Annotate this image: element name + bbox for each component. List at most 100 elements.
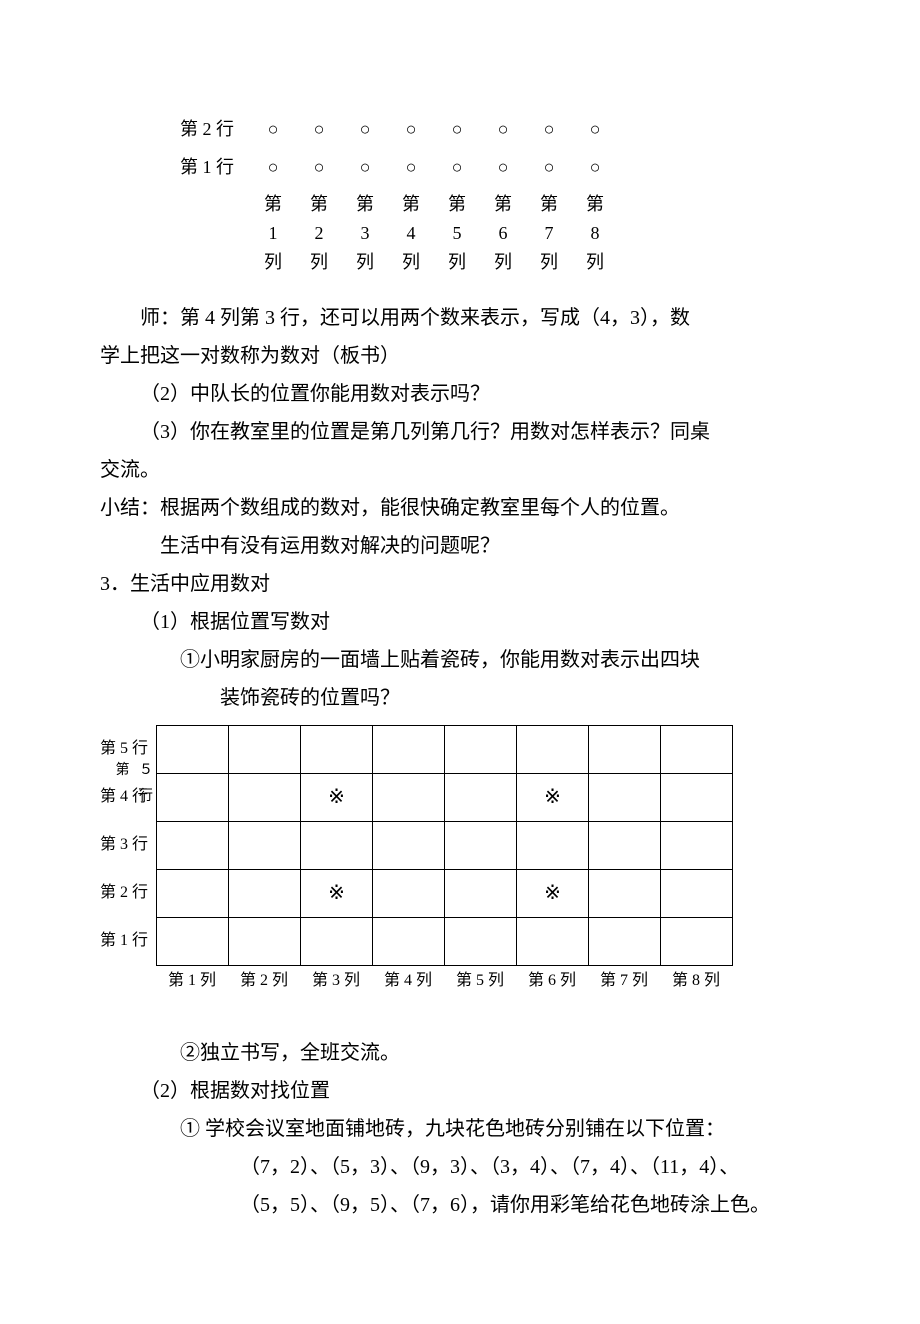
tile-col-label: 第 5 列 bbox=[444, 966, 516, 996]
tile-col-label: 第 8 列 bbox=[660, 966, 732, 996]
section-3-2: （2）根据数对找位置 bbox=[100, 1072, 820, 1110]
tile-cell bbox=[301, 821, 373, 869]
tile-cell: ※ bbox=[301, 773, 373, 821]
tile-cell bbox=[589, 917, 661, 965]
section-3-2-1a: ① 学校会议室地面铺地砖，九块花色地砖分别铺在以下位置： bbox=[100, 1110, 820, 1148]
circle-cell: ○ bbox=[572, 148, 618, 186]
tile-col-label: 第 4 列 bbox=[372, 966, 444, 996]
tile-cell bbox=[373, 917, 445, 965]
tile-cell bbox=[517, 821, 589, 869]
section-3-1: （1）根据位置写数对 bbox=[100, 603, 820, 641]
tile-cell bbox=[661, 821, 733, 869]
circle-col-label: 第4列 bbox=[388, 186, 434, 278]
summary-line-2: 生活中有没有运用数对解决的问题呢？ bbox=[100, 527, 820, 565]
circle-cell: ○ bbox=[342, 148, 388, 186]
tile-cell bbox=[157, 773, 229, 821]
tile-cell bbox=[517, 917, 589, 965]
circle-cell: ○ bbox=[526, 148, 572, 186]
tile-cell: ※ bbox=[517, 773, 589, 821]
tile-col-label: 第 6 列 bbox=[516, 966, 588, 996]
tile-cell bbox=[229, 725, 301, 773]
circle-cell: ○ bbox=[526, 110, 572, 148]
question-3-line-2: 交流。 bbox=[100, 451, 820, 489]
tile-row-label: 第 3 行 bbox=[100, 830, 148, 860]
tile-cell bbox=[157, 869, 229, 917]
tile-cell bbox=[301, 917, 373, 965]
circle-col-label: 第2列 bbox=[296, 186, 342, 278]
tile-cell bbox=[661, 869, 733, 917]
tile-cell bbox=[445, 869, 517, 917]
tile-cell bbox=[661, 773, 733, 821]
circle-cell: ○ bbox=[434, 148, 480, 186]
circle-col-label: 第6列 bbox=[480, 186, 526, 278]
tile-col-label: 第 2 列 bbox=[228, 966, 300, 996]
circle-cell: ○ bbox=[388, 148, 434, 186]
section-3-2-1c: （5，5）、（9，5）、（7，6），请你用彩笔给花色地砖涂上色。 bbox=[100, 1186, 820, 1224]
circle-cell: ○ bbox=[480, 148, 526, 186]
circle-row-label: 第 1 行 bbox=[180, 148, 250, 186]
tile-cell bbox=[661, 917, 733, 965]
tile-cell bbox=[157, 917, 229, 965]
section-3-title: 3．生活中应用数对 bbox=[100, 565, 820, 603]
circle-cell: ○ bbox=[250, 148, 296, 186]
tile-cell: ※ bbox=[301, 869, 373, 917]
tile-cell bbox=[229, 869, 301, 917]
tile-cell bbox=[661, 725, 733, 773]
teacher-line-2: 学上把这一对数称为数对（板书） bbox=[100, 337, 820, 375]
circle-col-label: 第5列 bbox=[434, 186, 480, 278]
circle-col-label: 第7列 bbox=[526, 186, 572, 278]
circle-cell: ○ bbox=[296, 148, 342, 186]
circle-grid: 第 2 行○○○○○○○○第 1 行○○○○○○○○第1列第2列第3列第4列第5… bbox=[180, 110, 618, 279]
tile-cell bbox=[157, 821, 229, 869]
tile-cell bbox=[229, 917, 301, 965]
tile-cell bbox=[445, 917, 517, 965]
tile-col-label: 第 1 列 bbox=[156, 966, 228, 996]
tile-cell bbox=[445, 725, 517, 773]
circle-row-label: 第 2 行 bbox=[180, 110, 250, 148]
tile-grid: ※ ※ ※ ※ bbox=[156, 725, 733, 966]
tile-cell bbox=[373, 869, 445, 917]
tile-row-label: 第 2 行 bbox=[100, 878, 148, 908]
circle-col-label: 第8列 bbox=[572, 186, 618, 278]
tile-col-labels: 第 1 列第 2 列第 3 列第 4 列第 5 列第 6 列第 7 列第 8 列 bbox=[156, 966, 733, 996]
circle-col-label: 第1列 bbox=[250, 186, 296, 278]
tile-grid-body: ※ ※ ※ ※ bbox=[157, 725, 733, 965]
section-3-1-1b: 装饰瓷砖的位置吗？ bbox=[100, 679, 820, 717]
tile-cell bbox=[373, 821, 445, 869]
question-2: （2）中队长的位置你能用数对表示吗？ bbox=[100, 375, 820, 413]
tile-row-label-ghost: 第 ５ 行 bbox=[100, 758, 156, 811]
tile-cell bbox=[229, 773, 301, 821]
circle-cell: ○ bbox=[296, 110, 342, 148]
tile-cell bbox=[589, 725, 661, 773]
circle-cell: ○ bbox=[572, 110, 618, 148]
tile-cell bbox=[373, 773, 445, 821]
teacher-line-1: 师：第 4 列第 3 行，还可以用两个数来表示，写成（4，3），数 bbox=[100, 299, 820, 337]
tile-col-label: 第 3 列 bbox=[300, 966, 372, 996]
tile-cell bbox=[301, 725, 373, 773]
tile-cell: ※ bbox=[517, 869, 589, 917]
section-3-2-1b: （7，2）、（5，3）、（9，3）、（3，4）、（7，4）、（11，4）、 bbox=[100, 1148, 820, 1186]
tile-cell bbox=[589, 821, 661, 869]
circle-col-label: 第3列 bbox=[342, 186, 388, 278]
tile-cell bbox=[589, 869, 661, 917]
circle-cell: ○ bbox=[250, 110, 296, 148]
section-3-1-1a: ①小明家厨房的一面墙上贴着瓷砖，你能用数对表示出四块 bbox=[100, 641, 820, 679]
tile-cell bbox=[445, 821, 517, 869]
circle-cell: ○ bbox=[434, 110, 480, 148]
tile-cell bbox=[373, 725, 445, 773]
tile-cell bbox=[517, 725, 589, 773]
tile-cell bbox=[445, 773, 517, 821]
question-3-line-1: （3）你在教室里的位置是第几列第几行？用数对怎样表示？同桌 bbox=[100, 413, 820, 451]
circle-grid-region: 第 2 行○○○○○○○○第 1 行○○○○○○○○第1列第2列第3列第4列第5… bbox=[180, 110, 820, 279]
section-3-1-2: ②独立书写，全班交流。 bbox=[100, 1034, 820, 1072]
tile-cell bbox=[589, 773, 661, 821]
tile-row-labels: 第 5 行 第 ５ 行 第 4 行 第 3 行 第 2 行 第 1 行 bbox=[100, 725, 156, 965]
tile-col-label: 第 7 列 bbox=[588, 966, 660, 996]
circle-cell: ○ bbox=[480, 110, 526, 148]
summary-line-1: 小结：根据两个数组成的数对，能很快确定教室里每个人的位置。 bbox=[100, 489, 820, 527]
circle-cell: ○ bbox=[342, 110, 388, 148]
circle-grid-body: 第 2 行○○○○○○○○第 1 行○○○○○○○○第1列第2列第3列第4列第5… bbox=[180, 110, 618, 279]
tile-cell bbox=[229, 821, 301, 869]
tile-grid-region: 第 5 行 第 ５ 行 第 4 行 第 3 行 第 2 行 第 1 行 ※※※※… bbox=[100, 725, 820, 996]
tile-row-label: 第 1 行 bbox=[100, 926, 148, 956]
